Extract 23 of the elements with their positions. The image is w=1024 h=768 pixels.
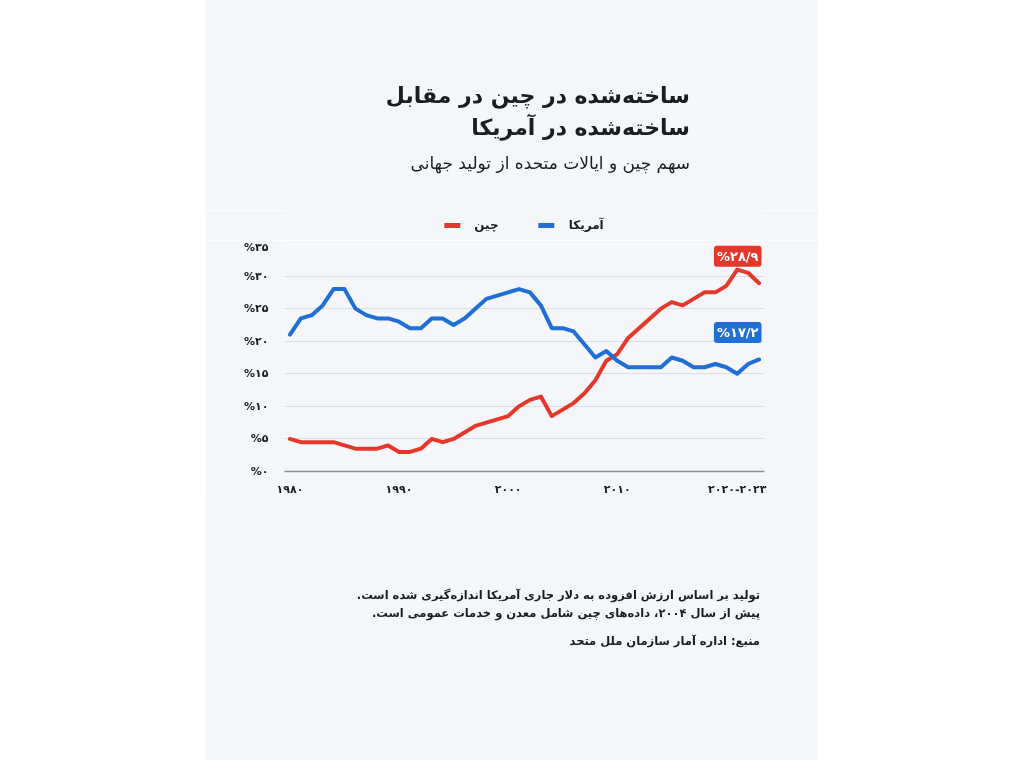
legend-label: چین [474, 218, 499, 232]
y-tick-label: %۱۵ [244, 367, 269, 381]
y-tick-label: %۲۵ [244, 302, 269, 316]
x-tick-label: ۲۰۲۰-۲۰۲۳ [708, 482, 767, 496]
x-tick-label: ۲۰۰۰ [494, 482, 522, 496]
chart-title: ساخته‌شده در چین در مقابل ساخته‌شده در آمریکا [384, 82, 690, 143]
y-tick-label: %۳۰ [244, 269, 269, 283]
y-tick-label: %۰ [250, 465, 269, 478]
x-tick-label: ۱۹۹۰ [385, 482, 413, 496]
x-tick-label: ۱۹۸۰ [276, 482, 304, 496]
legend-label: آمریکا [568, 218, 604, 232]
y-tick-label: %۳۵ [244, 240, 269, 254]
chart-subtitle: سهم چین و ایالات متحده از تولید جهانی [409, 152, 690, 174]
text: تولید بر اساس ارزش افزوده به دلار جاری آمریکا اندازه‌گیری شده است. [355, 587, 760, 604]
x-tick-label: ۲۰۱۰ [603, 482, 631, 496]
y-tick-label: %۵ [250, 432, 269, 446]
annotation: %۲۸/۹ [716, 248, 759, 264]
text: منبع: اداره آمار سازمان ملل متحد [568, 633, 760, 650]
line-series [287, 287, 762, 376]
annotation: %۱۷/۲ [716, 324, 759, 340]
y-tick-label: %۲۰ [244, 334, 269, 348]
y-tick-label: %۱۰ [244, 399, 269, 413]
text: پیش از سال ۲۰۰۴، داده‌های چین شامل معدن و خدمات عمومی است. [370, 605, 760, 622]
